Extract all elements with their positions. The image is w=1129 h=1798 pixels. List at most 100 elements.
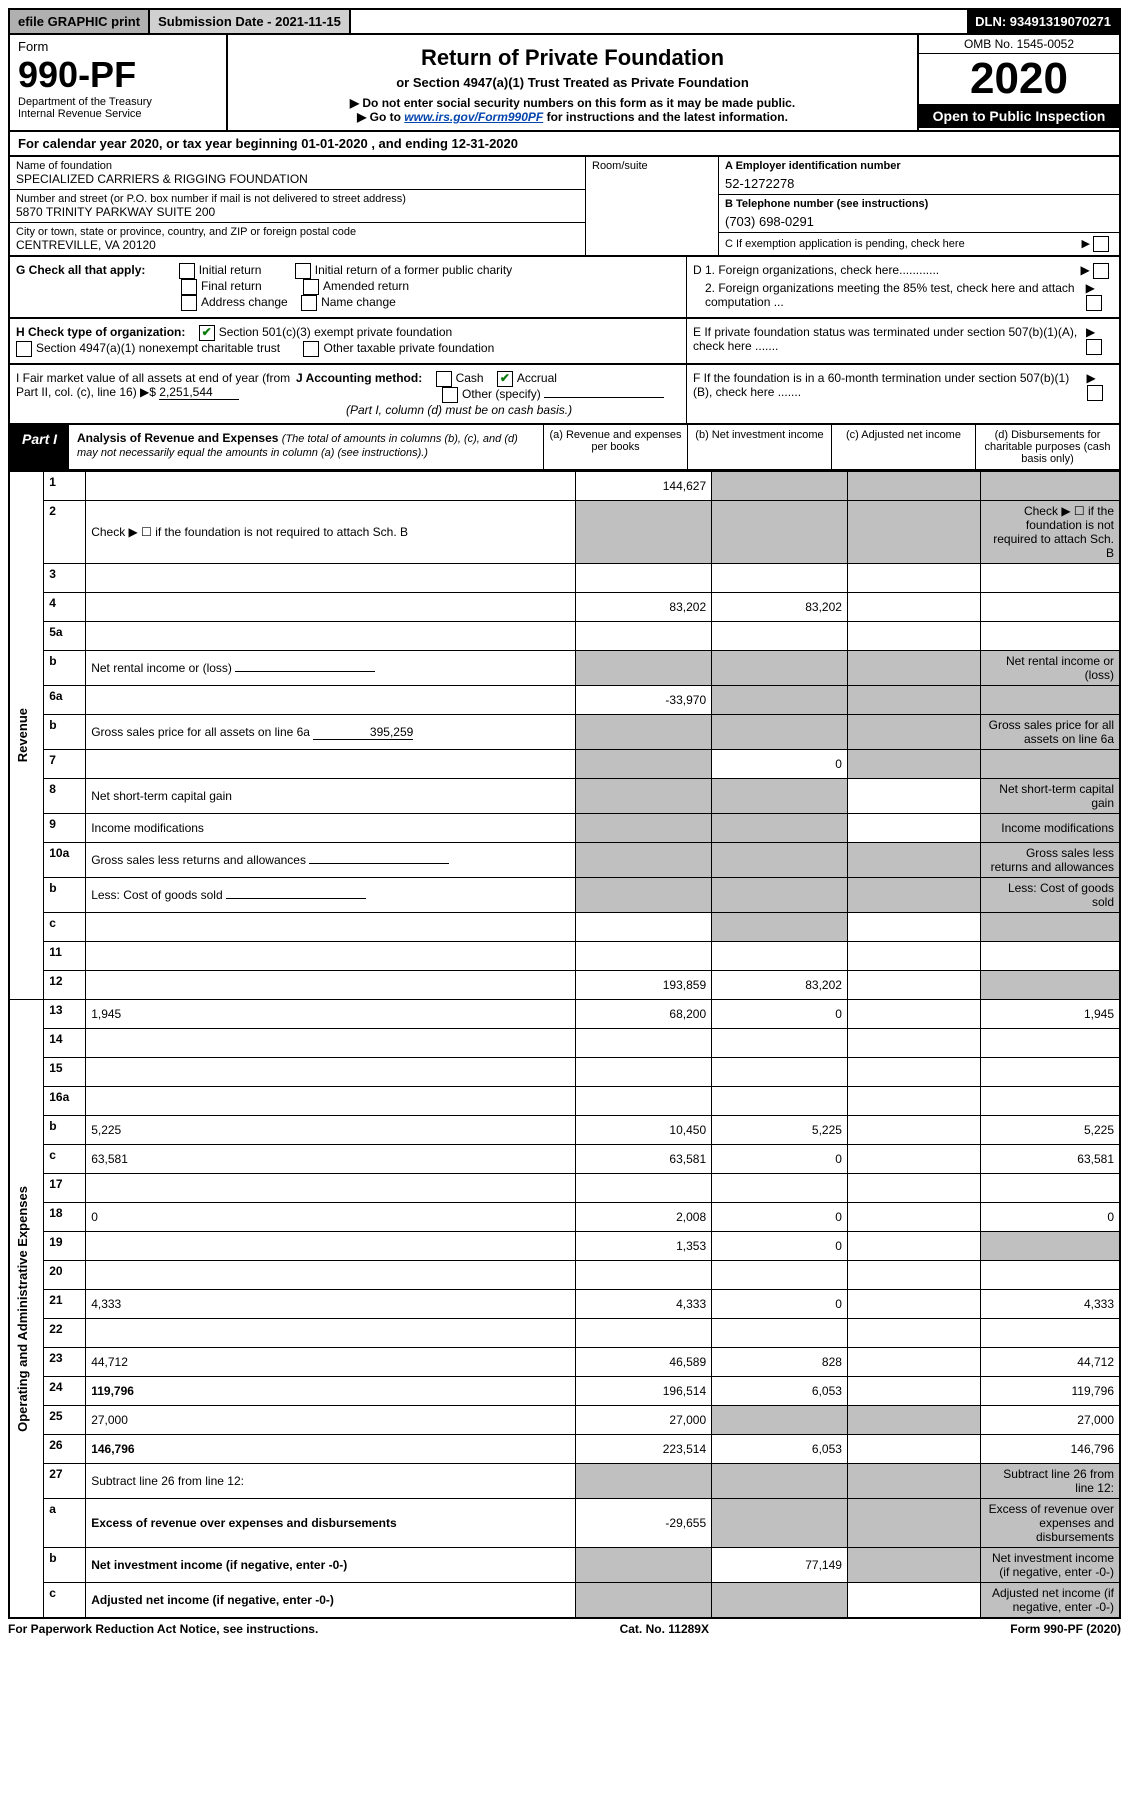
row-val-c	[847, 1406, 980, 1435]
row-val-c	[847, 564, 980, 593]
row-desc: Adjusted net income (if negative, enter …	[86, 1583, 576, 1619]
row-val-a	[575, 715, 711, 750]
g-initial-former-checkbox[interactable]	[295, 263, 311, 279]
row-val-a	[575, 750, 711, 779]
row-val-b: 0	[712, 1232, 848, 1261]
row-val-d	[980, 472, 1120, 501]
row-number: 14	[44, 1029, 86, 1058]
i-label: I Fair market value of all assets at end…	[16, 371, 290, 399]
d2-checkbox[interactable]	[1086, 295, 1102, 311]
table-row: aExcess of revenue over expenses and dis…	[9, 1499, 1120, 1548]
row-number: 7	[44, 750, 86, 779]
c-checkbox[interactable]	[1093, 236, 1109, 252]
row-val-d	[980, 1232, 1120, 1261]
row-val-a	[575, 1548, 711, 1583]
row-val-b	[712, 1029, 848, 1058]
j-accrual: Accrual	[517, 371, 557, 385]
row-desc	[86, 472, 576, 501]
g-final-checkbox[interactable]	[181, 279, 197, 295]
j-cash-checkbox[interactable]	[436, 371, 452, 387]
row-val-b	[712, 686, 848, 715]
row-val-b	[712, 622, 848, 651]
h-4947-checkbox[interactable]	[16, 341, 32, 357]
h-501: Section 501(c)(3) exempt private foundat…	[219, 325, 452, 339]
row-val-d: 44,712	[980, 1348, 1120, 1377]
row-val-b	[712, 1319, 848, 1348]
row-number: 19	[44, 1232, 86, 1261]
table-row: bLess: Cost of goods sold Less: Cost of …	[9, 878, 1120, 913]
row-val-d: 27,000	[980, 1406, 1120, 1435]
table-row: 6a-33,970	[9, 686, 1120, 715]
j-accrual-checkbox[interactable]: ✔	[497, 371, 513, 387]
form990pf-link[interactable]: www.irs.gov/Form990PF	[404, 110, 543, 124]
row-val-b: 77,149	[712, 1548, 848, 1583]
row-val-a	[575, 942, 711, 971]
form-subtitle: or Section 4947(a)(1) Trust Treated as P…	[234, 75, 911, 90]
table-row: 26146,796223,5146,053146,796	[9, 1435, 1120, 1464]
col-b-header: (b) Net investment income	[688, 425, 832, 469]
table-row: 20	[9, 1261, 1120, 1290]
row-number: 15	[44, 1058, 86, 1087]
g-amended-checkbox[interactable]	[303, 279, 319, 295]
row-desc: 4,333	[86, 1290, 576, 1319]
g-addr-checkbox[interactable]	[181, 295, 197, 311]
addr-label: Number and street (or P.O. box number if…	[16, 193, 579, 205]
row-val-c	[847, 971, 980, 1000]
row-val-c	[847, 715, 980, 750]
table-row: 70	[9, 750, 1120, 779]
table-row: 9Income modificationsIncome modification…	[9, 814, 1120, 843]
pra-notice: For Paperwork Reduction Act Notice, see …	[8, 1622, 318, 1636]
row-number: b	[44, 1116, 86, 1145]
row-val-c	[847, 1058, 980, 1087]
g-initial-checkbox[interactable]	[179, 263, 195, 279]
row-number: 22	[44, 1319, 86, 1348]
row-desc: 5,225	[86, 1116, 576, 1145]
table-row: 2Check ▶ ☐ if the foundation is not requ…	[9, 501, 1120, 564]
f-checkbox[interactable]	[1087, 385, 1103, 401]
form-note1: ▶ Do not enter social security numbers o…	[234, 96, 911, 110]
row-val-b	[712, 1087, 848, 1116]
row-val-c	[847, 1145, 980, 1174]
col-c-header: (c) Adjusted net income	[832, 425, 976, 469]
row-val-c	[847, 472, 980, 501]
table-row: 24119,796196,5146,053119,796	[9, 1377, 1120, 1406]
row-val-c	[847, 501, 980, 564]
row-val-d	[980, 971, 1120, 1000]
cat-number: Cat. No. 11289X	[620, 1622, 709, 1636]
row-val-a	[575, 913, 711, 942]
table-row: Operating and Administrative Expenses131…	[9, 1000, 1120, 1029]
row-desc	[86, 1087, 576, 1116]
row-val-b	[712, 878, 848, 913]
row-val-d	[980, 686, 1120, 715]
h-501-checkbox[interactable]: ✔	[199, 325, 215, 341]
row-desc: 27,000	[86, 1406, 576, 1435]
row-val-d: 146,796	[980, 1435, 1120, 1464]
row-number: 3	[44, 564, 86, 593]
col-d-header: (d) Disbursements for charitable purpose…	[976, 425, 1119, 469]
d1-label: D 1. Foreign organizations, check here..…	[693, 263, 939, 279]
part1-label: Part I	[10, 425, 69, 469]
row-val-d	[980, 1058, 1120, 1087]
table-row: 10aGross sales less returns and allowanc…	[9, 843, 1120, 878]
row-val-b	[712, 779, 848, 814]
g-name-checkbox[interactable]	[301, 295, 317, 311]
row-val-c	[847, 1029, 980, 1058]
form-right: OMB No. 1545-0052 2020 Open to Public In…	[917, 35, 1119, 130]
row-val-d	[980, 1319, 1120, 1348]
e-checkbox[interactable]	[1086, 339, 1102, 355]
table-row: 12193,85983,202	[9, 971, 1120, 1000]
open-public: Open to Public Inspection	[919, 104, 1119, 128]
table-row: bNet investment income (if negative, ent…	[9, 1548, 1120, 1583]
row-val-c	[847, 779, 980, 814]
row-number: 13	[44, 1000, 86, 1029]
row-val-b: 83,202	[712, 971, 848, 1000]
row-val-a: -33,970	[575, 686, 711, 715]
row-number: 24	[44, 1377, 86, 1406]
row-val-c	[847, 1499, 980, 1548]
d1-checkbox[interactable]	[1093, 263, 1109, 279]
table-row: 3	[9, 564, 1120, 593]
h-other-checkbox[interactable]	[303, 341, 319, 357]
g-initial-former: Initial return of a former public charit…	[315, 263, 512, 277]
j-other-checkbox[interactable]	[442, 387, 458, 403]
row-val-b: 0	[712, 1145, 848, 1174]
